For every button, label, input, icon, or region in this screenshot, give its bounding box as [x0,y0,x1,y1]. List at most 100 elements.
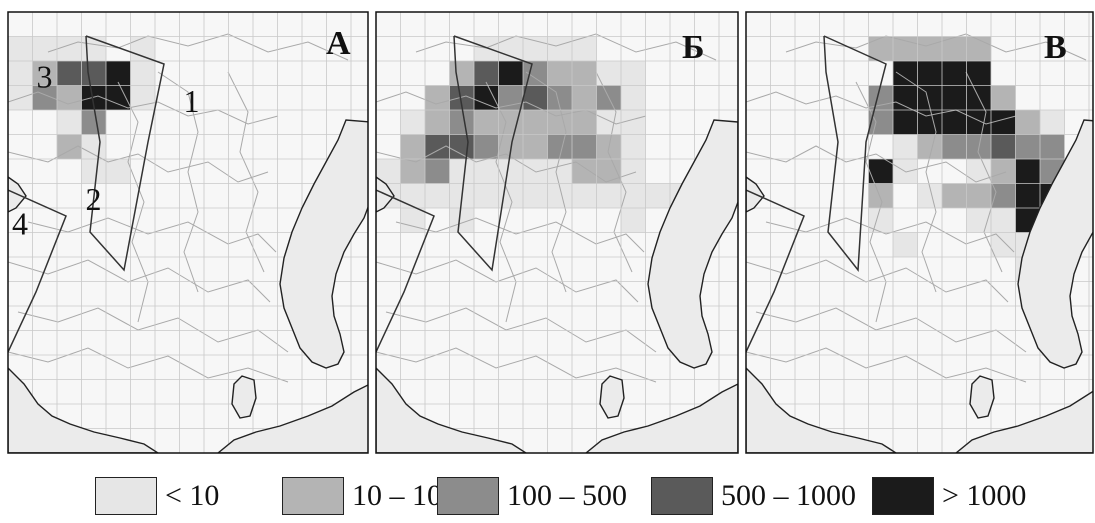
abundance-cell [401,184,426,209]
panel-letter: А [326,25,351,62]
abundance-cell [942,184,967,209]
abundance-cell [1040,135,1065,160]
abundance-cell [572,184,597,209]
legend-label-100-500: 100 – 500 [507,479,627,513]
abundance-cell [991,159,1016,184]
abundance-cell [893,110,918,135]
abundance-cell [1016,110,1041,135]
abundance-cell [425,86,450,111]
abundance-cell [869,159,894,184]
legend-item-100-500: 100 – 500 [437,474,627,518]
legend-label-lt10: < 10 [165,479,219,513]
abundance-cell [967,110,992,135]
abundance-cell [991,135,1016,160]
abundance-cell [572,159,597,184]
abundance-cell [548,61,573,86]
abundance-cell [991,110,1016,135]
legend-item-gt1000: > 1000 [872,474,1026,518]
abundance-cell [401,159,426,184]
abundance-cell [967,159,992,184]
legend-item-10-100: 10 – 100 [282,474,457,518]
abundance-cell [450,110,475,135]
abundance-cell [621,61,646,86]
abundance-cell [597,184,622,209]
map-panel-b: Б [376,12,738,453]
abundance-cell [106,159,131,184]
abundance-cell [646,184,671,209]
map-panels: А 3 1 2 4 Б В [0,0,1095,460]
abundance-cell [523,37,548,62]
abundance-cell [474,159,499,184]
abundance-cell [82,135,107,160]
abundance-cell [548,37,573,62]
abundance-cell [425,110,450,135]
panel-letter: Б [682,29,704,66]
abundance-cell [991,233,1016,258]
abundance-cell [942,61,967,86]
abundance-cell [1016,159,1041,184]
abundance-cell [918,61,943,86]
abundance-cell [425,184,450,209]
legend-swatch-100-500 [437,477,499,515]
abundance-cell [474,110,499,135]
abundance-cell [548,159,573,184]
abundance-cell [474,37,499,62]
abundance-cell [893,37,918,62]
legend-item-lt10: < 10 [95,474,219,518]
abundance-cell [401,135,426,160]
abundance-cell [523,110,548,135]
abundance-cell [474,135,499,160]
legend-swatch-lt10 [95,477,157,515]
abundance-cell [597,110,622,135]
abundance-cell [597,61,622,86]
legend: < 10 10 – 100 100 – 500 500 – 1000 > 100… [95,474,1095,522]
abundance-cell [572,61,597,86]
abundance-cell [131,37,156,62]
map-panel-c: В [746,12,1095,453]
abundance-cell [8,61,33,86]
abundance-cell [523,135,548,160]
abundance-cell [869,184,894,209]
abundance-cell [106,86,131,111]
abundance-cell [8,37,33,62]
abundance-cell [450,159,475,184]
abundance-cell [991,86,1016,111]
abundance-cell [572,135,597,160]
abundance-cell [450,135,475,160]
abundance-cell [1016,135,1041,160]
abundance-cell [474,86,499,111]
region-label: 2 [86,181,102,217]
panel-letter: В [1044,29,1067,66]
abundance-cell [1040,110,1065,135]
abundance-cell [474,61,499,86]
abundance-cell [893,135,918,160]
abundance-cell [499,61,524,86]
abundance-cell [106,61,131,86]
abundance-cell [893,61,918,86]
abundance-cell [499,159,524,184]
abundance-cell [33,37,58,62]
abundance-cell [82,110,107,135]
abundance-cell [621,159,646,184]
abundance-cell [499,37,524,62]
region-label: 1 [184,83,200,119]
abundance-cell [401,110,426,135]
abundance-cell [621,86,646,111]
abundance-cell [82,37,107,62]
abundance-cell [57,61,82,86]
abundance-cell [57,37,82,62]
abundance-cell [82,61,107,86]
legend-swatch-10-100 [282,477,344,515]
abundance-cell [450,61,475,86]
abundance-cell [621,135,646,160]
map-panel-a: А 3 1 2 4 [8,12,370,453]
abundance-cell [942,86,967,111]
abundance-cell [131,61,156,86]
abundance-cell [621,208,646,233]
abundance-cell [1016,184,1041,209]
abundance-cell [621,110,646,135]
legend-label-gt1000: > 1000 [942,479,1026,513]
abundance-cell [967,184,992,209]
legend-swatch-gt1000 [872,477,934,515]
legend-label-500-1000: 500 – 1000 [721,479,856,513]
